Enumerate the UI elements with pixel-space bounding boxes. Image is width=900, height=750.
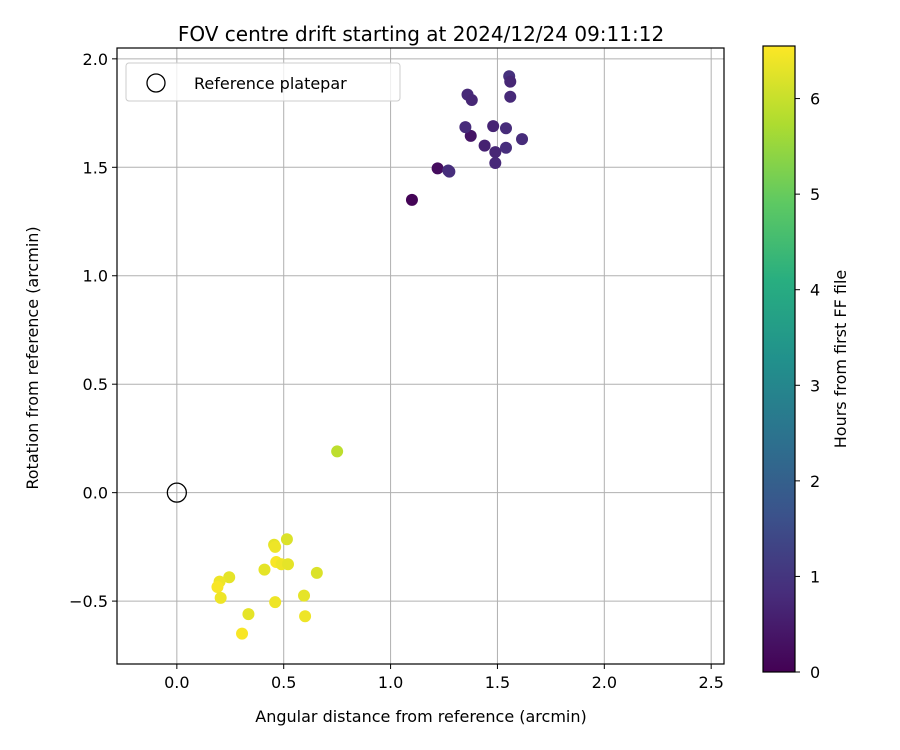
data-points [166,70,529,640]
y-tick-label: 2.0 [83,50,108,69]
data-point [487,120,500,133]
data-point [269,540,282,553]
x-ticks: 0.0 0.5 1.0 1.5 2.0 2.5 [164,664,724,692]
data-point [269,596,282,609]
data-point [431,162,444,175]
data-point [405,193,418,206]
legend-box [125,62,401,102]
x-axis-label: Angular distance from reference (arcmin) [255,707,586,726]
legend-label: Reference platepar [194,74,347,93]
data-point [242,608,255,621]
colorbar-tick-label: 0 [810,663,820,682]
data-point [310,566,323,579]
x-tick-label: 1.0 [378,673,403,692]
data-point [280,533,293,546]
data-point [211,581,224,593]
data-point [478,139,491,152]
reference-point [166,482,187,503]
colorbar-ticks: 0 1 2 3 4 5 6 [795,90,820,682]
x-tick-label: 2.5 [698,673,723,692]
colorbar-label: Hours from first FF file [831,270,850,449]
y-ticks: −0.5 0.0 0.5 1.0 1.5 2.0 [69,50,117,611]
data-point [236,627,249,640]
plot-frame [116,47,725,665]
x-tick-label: 2.0 [592,673,617,692]
data-point [499,122,512,135]
legend: Reference platepar [125,62,401,102]
legend-marker-reference [146,73,166,93]
data-point [504,90,517,103]
data-point [258,563,271,576]
colorbar-tick-label: 3 [810,376,820,395]
y-tick-label: 0.5 [83,375,108,394]
colorbar-gradient [762,45,796,673]
data-point [489,156,502,169]
chart-title: FOV centre drift starting at 2024/12/24 … [178,22,664,46]
y-tick-label: 1.0 [83,267,108,286]
data-point [464,129,477,142]
x-tick-label: 0.0 [164,673,189,692]
colorbar-tick-label: 2 [810,472,820,491]
data-point [331,445,344,458]
data-point [299,610,312,623]
data-point [281,558,294,571]
data-point [223,571,236,584]
data-point [443,165,456,178]
y-tick-label: 1.5 [83,158,108,177]
data-point [214,591,227,604]
colorbar: 0 1 2 3 4 5 6 Hours from first FF file [762,45,850,682]
plot-area: 0.0 0.5 1.0 1.5 2.0 2.5 −0.5 0.0 0.5 1.0 1.5 2.0 [69,47,725,692]
grid-lines [117,48,724,664]
data-point [465,94,478,107]
colorbar-tick-label: 5 [810,185,820,204]
colorbar-tick-label: 1 [810,567,820,586]
data-point [499,141,512,154]
y-axis-label: Rotation from reference (arcmin) [23,226,42,489]
data-point [504,75,517,88]
x-tick-label: 1.5 [485,673,510,692]
plot-background [117,48,724,664]
data-point [298,589,311,602]
y-tick-label: 0.0 [83,484,108,503]
y-tick-label: −0.5 [69,592,108,611]
data-point [516,133,529,146]
data-point [489,146,502,159]
data-point [459,121,472,134]
x-tick-label: 0.5 [271,673,296,692]
colorbar-tick-label: 4 [810,281,820,300]
colorbar-tick-label: 6 [810,90,820,109]
